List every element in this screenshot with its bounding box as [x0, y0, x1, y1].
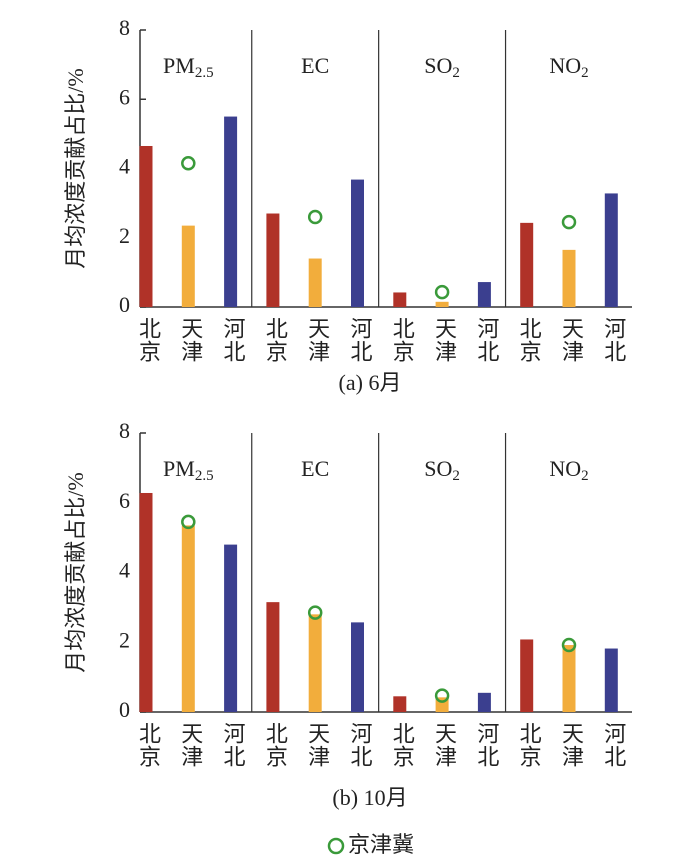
group-label: EC: [301, 53, 329, 78]
marker: [181, 514, 196, 530]
bar: [139, 492, 153, 712]
y-tick-label: 2: [119, 627, 130, 652]
bar: [351, 179, 364, 307]
x-tick-label: 河北: [221, 722, 246, 768]
marker: [434, 688, 450, 703]
bar: [266, 602, 280, 712]
marker: [307, 605, 323, 620]
group-label-main: SO: [424, 456, 452, 481]
x-tick-label: 北京: [390, 317, 415, 363]
x-tick-label: 北京: [263, 722, 288, 768]
x-tick-label: 河北: [221, 317, 246, 363]
y-tick-label: 6: [119, 84, 130, 109]
x-tick-label: 天津: [559, 722, 584, 768]
bar: [181, 525, 195, 712]
bar: [181, 225, 195, 307]
caption: (a) 6月: [339, 370, 402, 395]
x-tick-label: 北京: [136, 317, 161, 363]
x-tick-label: 河北: [601, 722, 626, 768]
x-tick-label: 河北: [347, 722, 372, 768]
group-label-main: NO: [549, 53, 581, 78]
group-label-sub: 2.5: [195, 65, 214, 81]
group-label: SO2: [424, 53, 460, 81]
group-label-sub: 2: [581, 468, 589, 484]
group-label-main: PM: [163, 53, 195, 78]
marker: [561, 637, 577, 653]
bar: [604, 193, 618, 307]
group-label: SO2: [424, 456, 460, 484]
group-label-sub: 2: [452, 65, 460, 81]
x-tick-label: 北京: [136, 722, 161, 768]
group-label-sub: 2: [452, 468, 460, 484]
x-tick-label: 天津: [178, 317, 203, 363]
y-tick-label: 6: [119, 488, 130, 513]
x-tick-label: 河北: [347, 317, 372, 363]
bar: [224, 544, 238, 712]
x-tick-label: 天津: [559, 317, 584, 363]
bar: [308, 258, 322, 307]
x-tick-label: 河北: [601, 317, 626, 363]
x-tick-label: 天津: [305, 722, 330, 768]
bar: [604, 648, 618, 712]
y-tick-label: 8: [119, 418, 130, 443]
x-tick-label: 北京: [517, 722, 542, 768]
group-label: NO2: [549, 53, 588, 81]
group-label-main: SO: [424, 53, 452, 78]
group-label: EC: [301, 456, 329, 481]
x-tick-label: 天津: [178, 722, 203, 768]
legend-marker: [327, 837, 345, 855]
bar: [351, 622, 364, 712]
group-label: NO2: [549, 456, 588, 484]
bar: [520, 222, 534, 307]
marker: [181, 156, 196, 171]
bar: [562, 645, 576, 712]
group-label-main: NO: [549, 456, 581, 481]
x-tick-label: 北京: [263, 317, 288, 363]
y-tick-label: 0: [119, 697, 130, 722]
x-tick-label: 河北: [474, 317, 499, 363]
group-label: PM2.5: [163, 53, 214, 81]
y-tick-label: 4: [119, 154, 130, 179]
group-label-main: EC: [301, 456, 329, 481]
bar: [308, 614, 322, 712]
y-axis-label: 月均浓度贡献占比/%: [63, 68, 88, 268]
bar: [477, 282, 491, 307]
caption: (b) 10月: [332, 785, 407, 810]
y-tick-label: 8: [119, 15, 130, 40]
marker: [434, 284, 450, 300]
group-label-sub: 2: [581, 65, 589, 81]
x-tick-label: 天津: [432, 317, 457, 363]
x-tick-label: 河北: [474, 722, 499, 768]
marker: [307, 209, 323, 225]
marker: [561, 214, 577, 230]
bar: [562, 249, 576, 307]
bar: [224, 116, 238, 307]
x-tick-label: 天津: [305, 317, 330, 363]
legend-label: 京津冀: [348, 832, 414, 857]
group-label: PM2.5: [163, 456, 214, 484]
bar: [435, 301, 449, 307]
bar: [393, 696, 407, 712]
y-tick-label: 4: [119, 558, 130, 583]
group-label-main: PM: [163, 456, 195, 481]
group-label-main: EC: [301, 53, 329, 78]
bar: [139, 145, 153, 307]
bar: [520, 639, 534, 712]
bar: [266, 213, 280, 307]
group-label-sub: 2.5: [195, 468, 214, 484]
bar: [393, 292, 407, 307]
bar: [477, 692, 491, 712]
y-axis-label: 月均浓度贡献占比/%: [63, 472, 88, 672]
x-tick-label: 北京: [390, 722, 415, 768]
y-tick-label: 0: [119, 292, 130, 317]
x-tick-label: 北京: [517, 317, 542, 363]
y-tick-label: 2: [119, 223, 130, 248]
x-tick-label: 天津: [432, 722, 457, 768]
